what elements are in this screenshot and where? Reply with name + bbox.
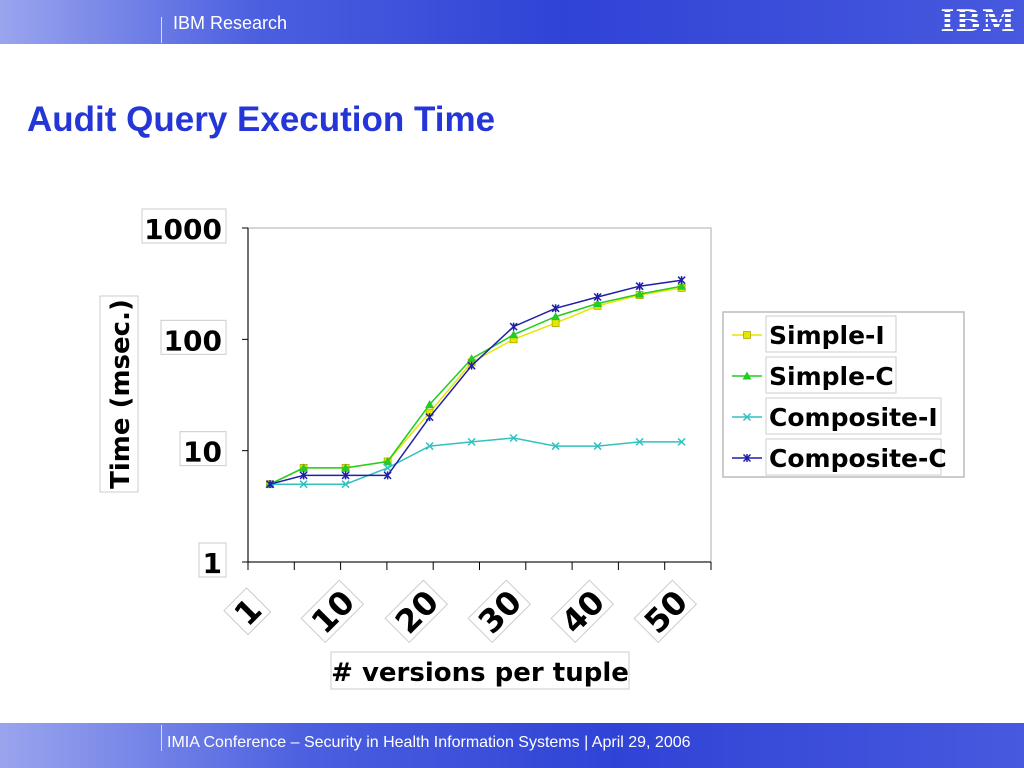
data-point [341, 480, 350, 489]
data-point [341, 463, 351, 472]
data-point [593, 442, 602, 451]
data-point [551, 304, 560, 313]
data-point [635, 282, 644, 291]
legend-label-box [765, 397, 942, 435]
x-tick-label-group: 1 [223, 587, 272, 636]
x-tick-label: 40 [554, 583, 612, 641]
data-point [383, 471, 392, 480]
y-tick-label-box [141, 208, 227, 244]
legend-label: Composite-I [769, 403, 938, 432]
y-tick-label-box [198, 542, 227, 578]
y-axis-title: Time (msec.) [106, 299, 136, 489]
x-tick-label-group: 10 [300, 579, 365, 644]
series-composite-i [265, 433, 686, 489]
data-point [299, 480, 308, 489]
data-point [742, 371, 752, 380]
data-point [677, 437, 686, 446]
x-tick-label-box [467, 579, 532, 644]
x-axis-title: # versions per tuple [331, 658, 629, 688]
data-point [551, 312, 561, 321]
data-point [467, 354, 477, 363]
header-bar: IBM Research IBM [0, 0, 1024, 44]
series-composite-c [265, 276, 686, 489]
legend-item: Simple-I [732, 315, 897, 353]
x-tick-label-group: 20 [384, 579, 449, 644]
x-tick-label: 20 [388, 583, 446, 641]
footer-text: IMIA Conference – Security in Health Inf… [167, 734, 691, 751]
data-point [509, 433, 518, 443]
ibm-logo: IBM [940, 4, 1016, 39]
data-point [677, 276, 686, 285]
data-point [593, 298, 603, 307]
footer-bar: IMIA Conference – Security in Health Inf… [0, 723, 1024, 768]
x-tick-label-box [550, 579, 615, 644]
y-tick-label: 100 [164, 324, 222, 357]
y-axis-title-group: Time (msec.) [99, 295, 139, 493]
data-point [299, 471, 308, 480]
legend: Simple-I Simple-C Composite-I Composite-C [722, 311, 965, 478]
header-separator [161, 17, 162, 43]
x-tick-label: 50 [637, 583, 695, 641]
data-point [425, 399, 435, 408]
x-tick-label-group: 30 [467, 579, 532, 644]
x-tick-label: 1 [227, 591, 270, 634]
data-point [467, 437, 476, 446]
x-tick-label-box [223, 587, 272, 636]
legend-label: Composite-C [769, 444, 947, 473]
y-tick-label-box [179, 431, 227, 467]
data-point [743, 331, 751, 339]
data-point [742, 453, 752, 463]
data-point [425, 442, 434, 451]
data-point [635, 289, 645, 298]
y-tick-label: 10 [183, 436, 222, 469]
legend-label: Simple-I [769, 321, 885, 350]
y-axis-title-box [99, 295, 139, 493]
data-point [341, 471, 350, 480]
legend-label-box [765, 315, 897, 353]
legend-label-box [765, 356, 897, 394]
x-axis-title-box [330, 651, 630, 690]
data-point [551, 442, 560, 451]
data-point [299, 463, 309, 472]
data-point [551, 319, 560, 327]
legend-item: Composite-C [732, 438, 947, 476]
data-point [677, 281, 687, 290]
data-point [635, 437, 644, 446]
x-tick-label-box [633, 579, 698, 644]
x-tick-label-box [384, 579, 449, 644]
legend-label-box [765, 438, 942, 476]
y-tick-label: 1000 [144, 213, 222, 246]
data-point [383, 463, 392, 472]
legend-item: Simple-C [732, 356, 897, 394]
x-tick-label-group: 40 [550, 579, 615, 644]
legend-item: Composite-I [732, 397, 942, 435]
header-brand: IBM Research [173, 13, 288, 33]
data-point [383, 456, 393, 465]
legend-label: Simple-C [769, 362, 894, 391]
y-tick-label-box [160, 319, 227, 355]
x-tick-label: 10 [304, 583, 362, 641]
x-tick-label-box [300, 579, 365, 644]
data-point [265, 480, 275, 489]
x-tick-label: 30 [471, 583, 529, 641]
y-tick-label: 1 [203, 547, 222, 580]
x-tick-label-group: 50 [633, 579, 698, 644]
page-title: Audit Query Execution Time [27, 100, 496, 139]
data-point [509, 322, 518, 331]
data-point [509, 330, 519, 339]
data-point [425, 413, 434, 422]
data-point [467, 361, 476, 370]
data-point [742, 412, 752, 422]
footer-separator [161, 725, 162, 751]
plot-area [247, 227, 712, 563]
data-point [593, 292, 602, 302]
